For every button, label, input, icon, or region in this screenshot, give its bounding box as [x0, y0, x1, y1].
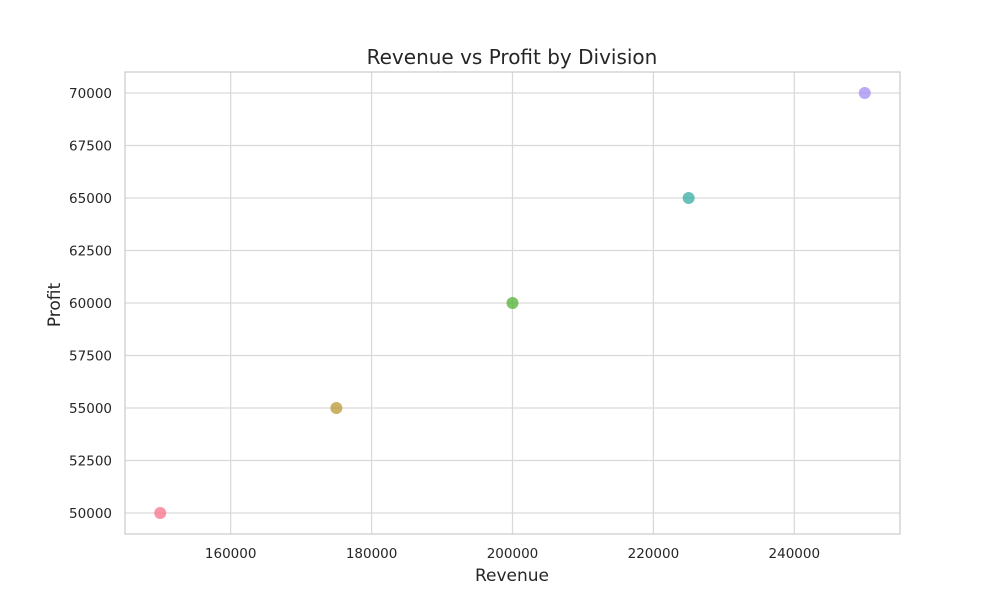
x-tick-labels: 160000 180000 200000 220000 240000	[205, 546, 820, 562]
plot-frame	[124, 71, 901, 535]
y-axis-label: Profit	[45, 282, 65, 327]
y-tick-labels: 50000 52500 55000 57500 60000 62500 65000 67500…	[69, 86, 112, 522]
data-point	[330, 402, 343, 414]
data-points	[154, 87, 871, 519]
data-point	[506, 297, 519, 309]
x-tick-label: 240000	[769, 546, 821, 562]
y-tick-label: 65000	[69, 191, 112, 207]
y-tick-label: 62500	[69, 244, 112, 260]
chart-title: Revenue vs Profit by Division	[367, 45, 658, 69]
data-point	[682, 192, 695, 204]
y-tick-label: 50000	[69, 506, 112, 522]
y-tick-label: 70000	[69, 86, 112, 102]
x-axis-label: Revenue	[475, 566, 549, 586]
x-tick-label: 160000	[205, 546, 257, 562]
grid-lines	[125, 72, 900, 534]
x-tick-label: 220000	[628, 546, 680, 562]
x-tick-label: 200000	[487, 546, 539, 562]
y-tick-label: 55000	[69, 401, 112, 417]
y-tick-label: 57500	[69, 349, 112, 365]
data-point	[154, 507, 167, 519]
y-tick-label: 67500	[69, 139, 112, 155]
x-tick-label: 180000	[346, 546, 398, 562]
y-tick-label: 52500	[69, 454, 112, 470]
data-point	[858, 87, 871, 99]
y-tick-label: 60000	[69, 296, 112, 312]
